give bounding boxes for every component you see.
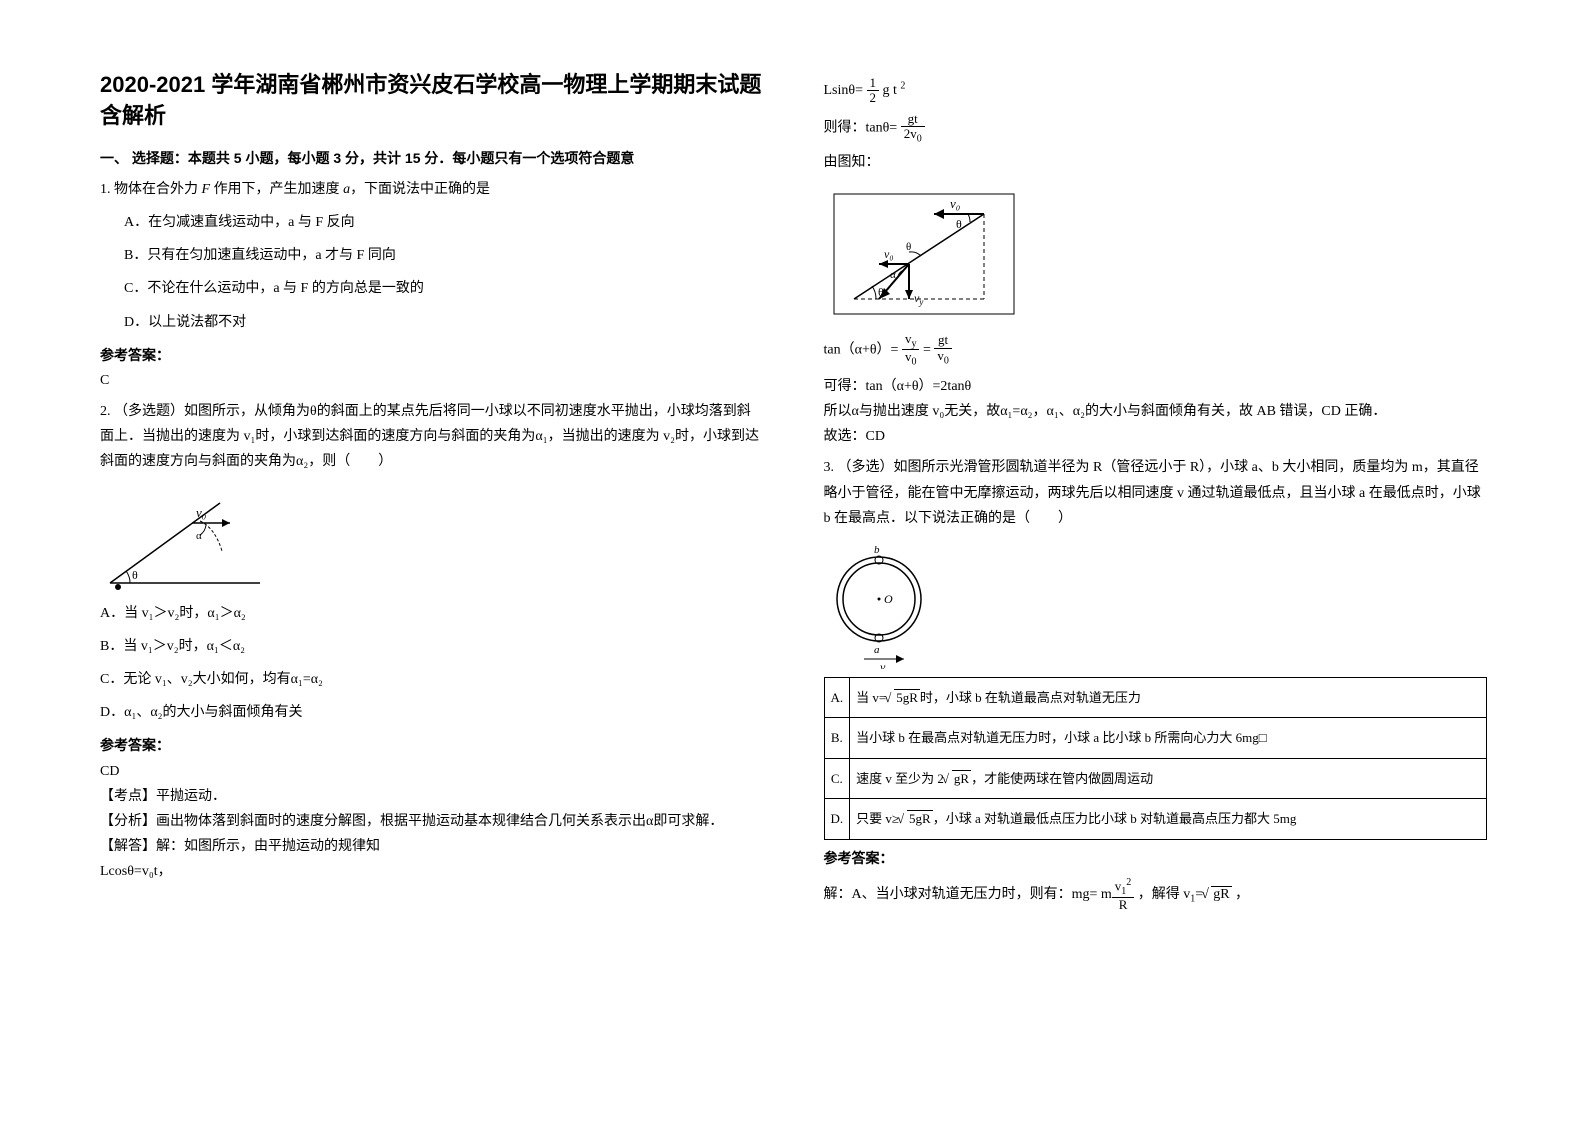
q3-label-d: D.: [824, 799, 850, 839]
right-column: Lsinθ= 12 g t 2 则得：tanθ= gt2v0 由图知： θ v₀…: [824, 70, 1488, 1082]
q2-eq-line2: Lsinθ= 12 g t 2: [824, 76, 1488, 106]
q1-opt-b: B．只有在匀加速直线运动中，a 才与 F 同向: [124, 243, 764, 268]
svg-text:v: v: [880, 660, 886, 669]
q2-opt-a: A．当 v₁＞v₂时，α₁＞α₂: [100, 601, 764, 626]
q2-eq-line5: tan（α+θ）= vyv0 = gtv0: [824, 332, 1488, 368]
q2-opt-c: C．无论 v₁、v₂大小如何，均有α₁=α₂: [100, 667, 764, 692]
svg-text:b: b: [874, 544, 880, 556]
q2-stem: 2. （多选题）如图所示，从倾角为θ的斜面上的某点先后将同一小球以不同初速度水平…: [100, 399, 764, 475]
q3-opt-c: 速度 v 至少为 2gR，才能使两球在管内做圆周运动: [850, 758, 1487, 798]
q2-figure-incline: θ v₀ α v: [100, 483, 270, 593]
q3-options-table: A. 当 v=5gR时，小球 b 在轨道最高点对轨道无压力 B. 当小球 b 在…: [824, 677, 1488, 840]
q1-opt-d: D．以上说法都不对: [124, 310, 764, 335]
svg-text:v₀: v₀: [196, 505, 206, 520]
svg-text:θ: θ: [906, 241, 911, 253]
q3-opt-d: 只要 v≥5gR，小球 a 对轨道最低点压力比小球 b 对轨道最高点压力都大 5…: [850, 799, 1487, 839]
section-heading: 一、 选择题：本题共 5 小题，每小题 3 分，共计 15 分．每小题只有一个选…: [100, 146, 764, 171]
svg-text:v₀: v₀: [950, 196, 960, 211]
q2-eq-line3: 则得：tanθ= gt2v0: [824, 112, 1488, 145]
page-title: 2020-2021 学年湖南省郴州市资兴皮石学校高一物理上学期期末试题含解析: [100, 70, 764, 132]
svg-text:vy: vy: [914, 291, 923, 307]
q3-opt-a: 当 v=5gR时，小球 b 在轨道最高点对轨道无压力: [850, 677, 1487, 717]
svg-text:α: α: [890, 269, 896, 281]
q3-label-a: A.: [824, 677, 850, 717]
q2-answer: CD: [100, 759, 764, 784]
q2-eq-line7: 所以α与抛出速度 v₀无关，故α₁=α₂，α₁、α₂的大小与斜面倾角有关，故 A…: [824, 399, 1488, 424]
q2-answer-label: 参考答案：: [100, 733, 764, 758]
q2-opt-b: B．当 v₁＞v₂时，α₁＜α₂: [100, 634, 764, 659]
svg-text:v₀: v₀: [884, 247, 894, 261]
table-row: C. 速度 v 至少为 2gR，才能使两球在管内做圆周运动: [824, 758, 1487, 798]
q1-answer: C: [100, 368, 764, 393]
table-row: D. 只要 v≥5gR，小球 a 对轨道最低点压力比小球 b 对轨道最高点压力都…: [824, 799, 1487, 839]
q2-eq-line6: 可得：tan（α+θ）=2tanθ: [824, 374, 1488, 399]
q1-opt-c: C．不论在什么运动中，a 与 F 的方向总是一致的: [124, 276, 764, 301]
q2-kaodian: 【考点】平抛运动．: [100, 784, 764, 809]
q2-eq-line8: 故选：CD: [824, 424, 1488, 449]
q3-stem: 3. （多选）如图所示光滑管形圆轨道半径为 R（管径远小于 R），小球 a、b …: [824, 455, 1488, 531]
q2-figure-velocity: θ v₀ v₀ vy θ α θ: [824, 184, 1024, 324]
q3-label-c: C.: [824, 758, 850, 798]
q2-eq-line4: 由图知：: [824, 150, 1488, 175]
q3-label-b: B.: [824, 718, 850, 758]
q1-stem: 1. 物体在合外力 F 作用下，产生加速度 a，下面说法中正确的是: [100, 177, 764, 202]
q3-answer-label: 参考答案：: [824, 846, 1488, 871]
svg-text:a: a: [874, 644, 880, 656]
q2-fenxi: 【分析】画出物体落到斜面时的速度分解图，根据平抛运动基本规律结合几何关系表示出α…: [100, 809, 764, 834]
svg-text:θ: θ: [132, 568, 138, 582]
svg-text:v: v: [114, 588, 120, 593]
q2-opt-d: D．α₁、α₂的大小与斜面倾角有关: [100, 700, 764, 725]
q1-opt-a: A．在匀减速直线运动中，a 与 F 反向: [124, 210, 764, 235]
q2-eq-line1: Lcosθ=v₀t，: [100, 859, 764, 884]
q3-solution: 解：A、当小球对轨道无压力时，则有：mg= mv12R ，解得 v1=gR ，: [824, 877, 1488, 912]
q1-answer-label: 参考答案：: [100, 343, 764, 368]
svg-text:α: α: [196, 530, 202, 542]
table-row: A. 当 v=5gR时，小球 b 在轨道最高点对轨道无压力: [824, 677, 1487, 717]
left-column: 2020-2021 学年湖南省郴州市资兴皮石学校高一物理上学期期末试题含解析 一…: [100, 70, 764, 1082]
table-row: B. 当小球 b 在最高点对轨道无压力时，小球 a 比小球 b 所需向心力大 6…: [824, 718, 1487, 758]
svg-text:θ: θ: [956, 217, 962, 231]
q3-figure-loop: O b a v: [824, 539, 954, 669]
q2-jieda: 【解答】解：如图所示，由平抛运动的规律知: [100, 834, 764, 859]
q3-opt-b: 当小球 b 在最高点对轨道无压力时，小球 a 比小球 b 所需向心力大 6mg□: [850, 718, 1487, 758]
svg-text:O: O: [884, 592, 893, 606]
